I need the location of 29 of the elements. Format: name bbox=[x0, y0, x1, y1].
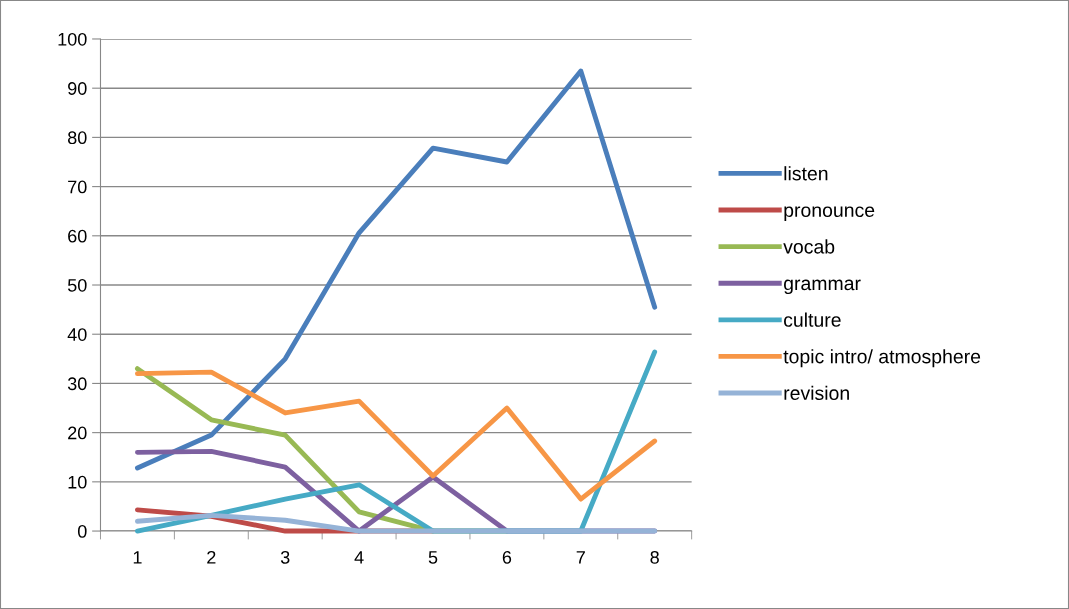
legend-label: grammar bbox=[784, 279, 861, 295]
y-tick-label: 90 bbox=[68, 82, 87, 95]
x-tick-label: 5 bbox=[428, 551, 438, 564]
y-tick-label: 80 bbox=[67, 131, 87, 145]
x-tick-label: 3 bbox=[280, 550, 290, 564]
x-tick-label: 2 bbox=[207, 550, 216, 564]
legend-label: topic intro/ atmosphere bbox=[783, 349, 981, 368]
y-tick-label: 40 bbox=[67, 328, 87, 341]
x-tick-label: 6 bbox=[502, 550, 512, 564]
y-tick-label: 60 bbox=[68, 229, 87, 243]
x-tick-label: 4 bbox=[354, 551, 364, 564]
line-series bbox=[135, 68, 658, 471]
legend-label: pronounce bbox=[784, 206, 875, 221]
y-tick-label: 10 bbox=[68, 475, 87, 489]
x-tick-label: 7 bbox=[576, 551, 585, 564]
legend-label: culture bbox=[784, 312, 841, 327]
x-tick-label: 8 bbox=[650, 550, 659, 564]
y-tick-label: 30 bbox=[67, 377, 87, 391]
y-tick-label: 0 bbox=[77, 524, 87, 538]
line-series bbox=[135, 369, 658, 502]
x-tick-label: 1 bbox=[133, 551, 142, 564]
legend-label: listen bbox=[784, 166, 828, 181]
legend-label: revision bbox=[784, 385, 849, 401]
y-tick-label: 70 bbox=[68, 180, 87, 194]
legend-label: vocab bbox=[783, 239, 835, 254]
line-series bbox=[135, 512, 658, 534]
y-tick-label: 100 bbox=[58, 32, 87, 46]
y-tick-label: 50 bbox=[67, 278, 87, 292]
y-tick-label: 20 bbox=[68, 426, 87, 440]
